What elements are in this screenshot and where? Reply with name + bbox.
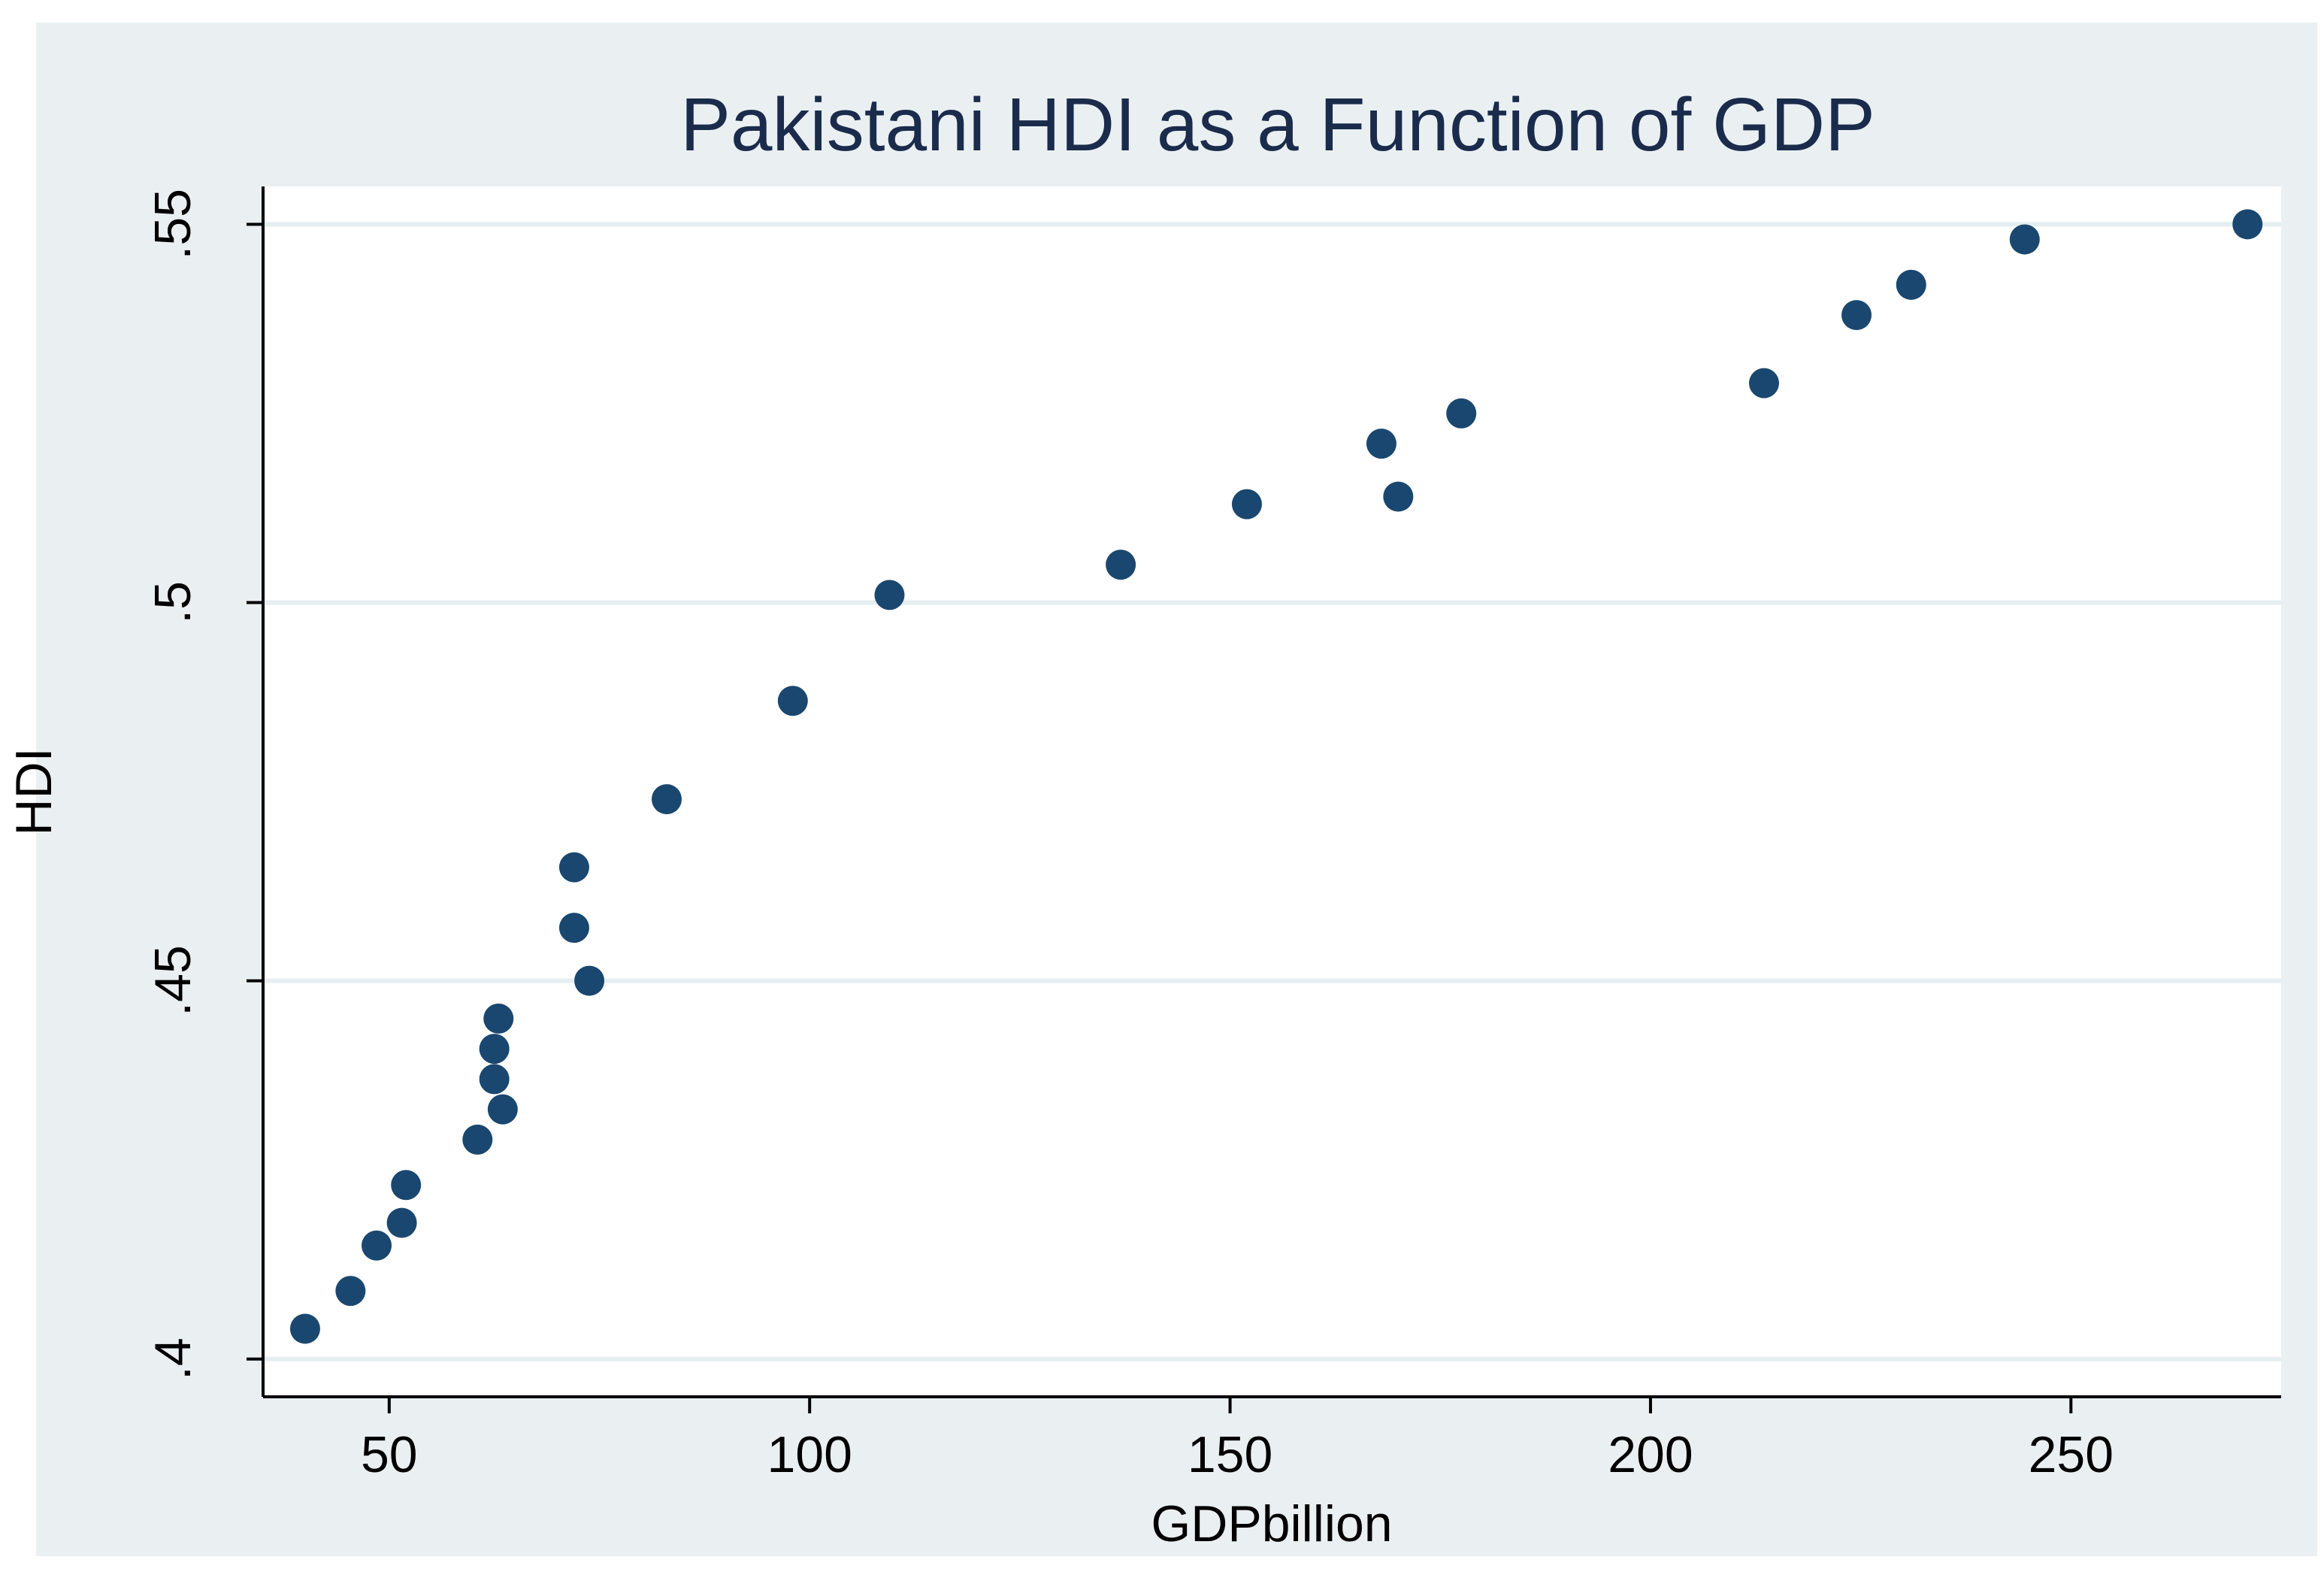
x-tick-label: 200 [1608,1426,1693,1483]
data-point [386,1207,417,1238]
data-points [289,209,2263,1344]
y-axis-ticks: .4 .45 .5 .55 [144,189,263,1380]
data-point [1106,550,1136,580]
data-point [335,1276,366,1307]
data-point [1446,398,1477,429]
data-point [558,913,589,943]
y-tick-label: .4 [144,1337,201,1380]
data-point [2232,209,2263,240]
data-point [1383,481,1414,512]
data-point [1366,429,1397,459]
data-point [1231,489,1262,519]
chart-title: Pakistani HDI as a Function of GDP [680,83,1875,167]
data-point [2009,224,2040,255]
data-point [1748,368,1779,398]
gridlines [263,222,2281,1361]
y-tick-label: .5 [144,581,201,624]
plot-area [263,186,2281,1397]
data-point [479,1064,510,1095]
y-axis-label: HDI [5,747,62,835]
data-point [777,686,808,716]
data-point [1841,300,1872,331]
data-point [487,1094,518,1125]
x-tick-label: 100 [767,1426,852,1483]
data-point [479,1034,510,1065]
x-tick-label: 150 [1188,1426,1272,1483]
data-point [652,784,682,815]
data-point [483,1003,514,1034]
x-axis-ticks: 50 100 150 200 250 [361,1397,2114,1483]
x-tick-label: 50 [361,1426,418,1483]
data-point [1896,269,1926,300]
data-point [462,1124,493,1155]
y-tick-label: .55 [144,189,201,260]
data-point [574,965,605,996]
data-point [558,852,589,883]
data-point [874,580,905,610]
x-axis-label: GDPbillion [1151,1495,1392,1552]
data-point [362,1230,392,1261]
x-tick-label: 250 [2029,1426,2114,1483]
axes [262,186,2281,1398]
data-point [289,1313,320,1344]
data-point [391,1170,422,1201]
y-tick-label: .45 [144,945,201,1016]
